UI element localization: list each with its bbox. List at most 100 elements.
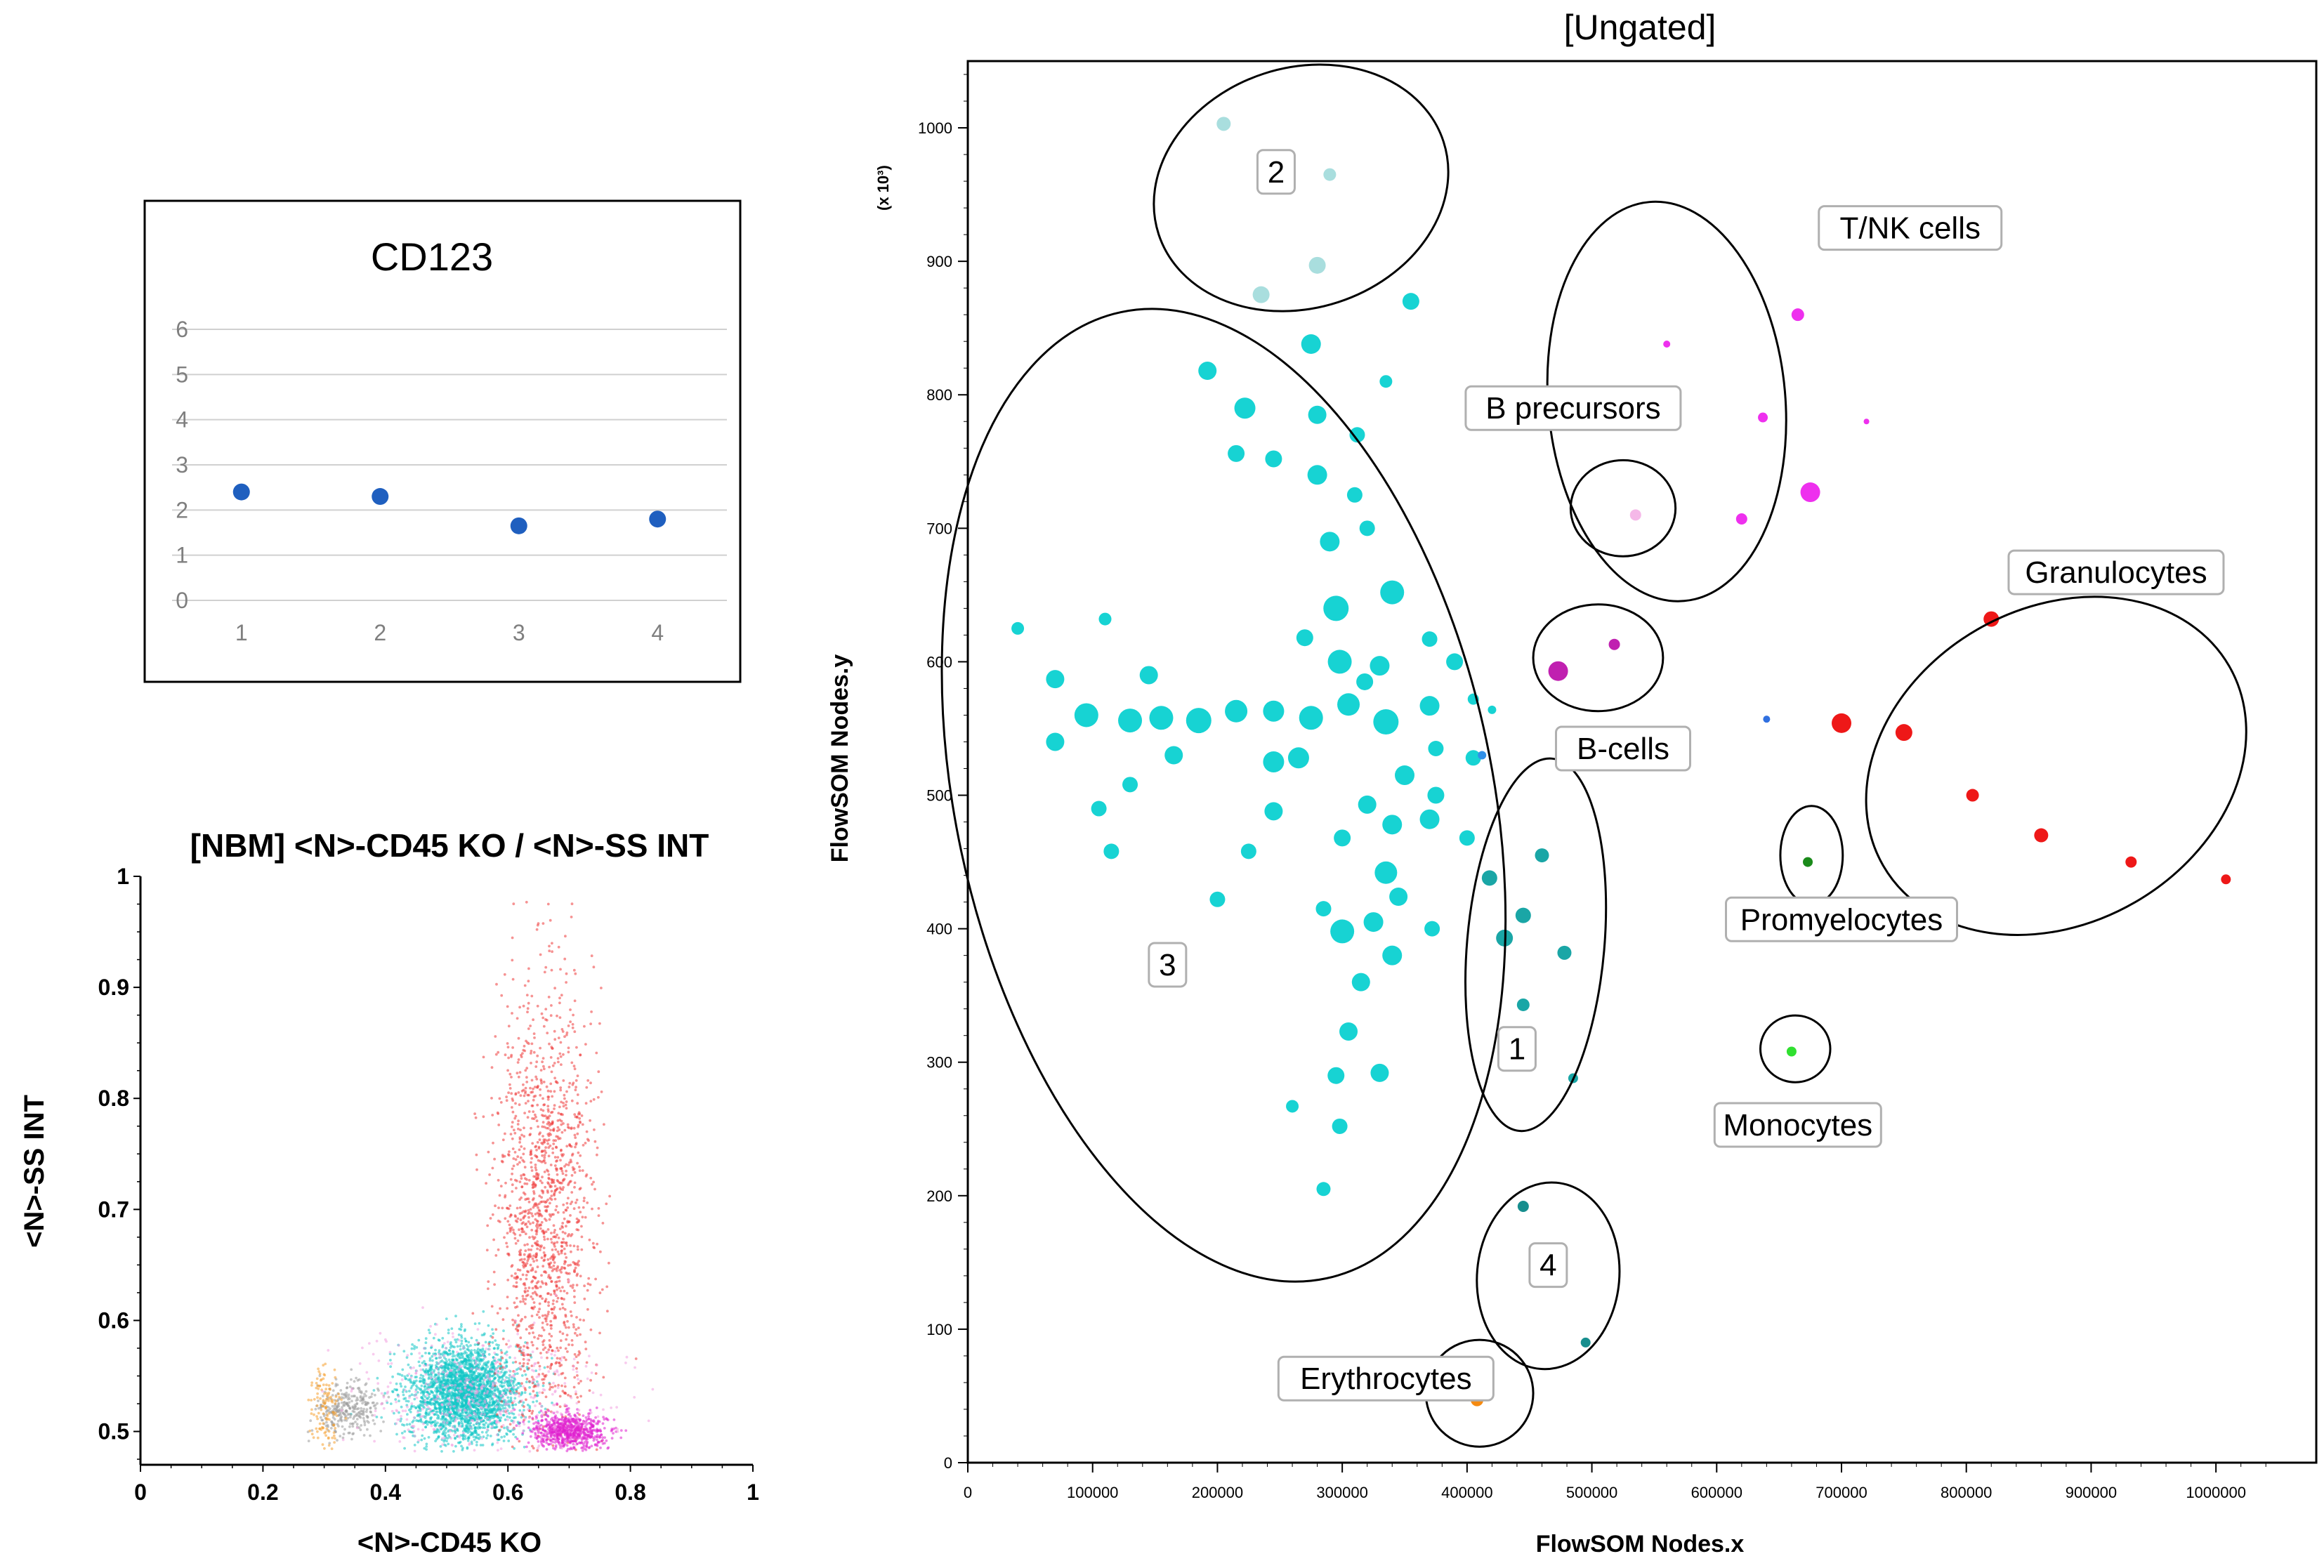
- cd45-event-dot: [534, 1177, 538, 1180]
- cd45-event-dot: [525, 1262, 529, 1265]
- cd45-event-dot: [556, 1276, 560, 1279]
- cd45-event-dot: [569, 1008, 572, 1011]
- cd45-event-dot: [481, 1426, 485, 1429]
- cd45-event-dot: [337, 1419, 340, 1423]
- cd45-event-dot: [414, 1406, 418, 1410]
- cd45-event-dot: [506, 1245, 509, 1249]
- cd45-event-dot: [444, 1364, 447, 1368]
- cd45-event-dot: [541, 1434, 544, 1437]
- cd45-event-dot: [363, 1392, 366, 1396]
- cd45-event-dot: [439, 1445, 442, 1448]
- cd45-event-dot: [556, 1187, 559, 1190]
- cd45-event-dot: [561, 1416, 564, 1419]
- cd45-event-dot: [514, 1435, 518, 1439]
- cd45-event-dot: [595, 1448, 598, 1451]
- cd45-event-dot: [512, 1231, 516, 1234]
- cd45-event-dot: [507, 1153, 510, 1156]
- cd45-event-dot: [564, 1208, 567, 1211]
- cd45-event-dot: [485, 1249, 489, 1252]
- cd45-event-dot: [499, 1307, 501, 1310]
- cd45-event-dot: [573, 1133, 577, 1137]
- cd45-event-dot: [435, 1391, 438, 1394]
- cd45-event-dot: [413, 1444, 416, 1447]
- cd45-event-dot: [309, 1419, 313, 1423]
- cd45-event-dot: [551, 1128, 555, 1132]
- cd45-event-dot: [490, 1397, 494, 1400]
- cd45-event-dot: [471, 1376, 475, 1380]
- cd45-event-dot: [451, 1419, 454, 1423]
- cd45-event-dot: [434, 1439, 437, 1443]
- cd45-event-dot: [558, 1418, 561, 1421]
- cd45-event-dot: [586, 1079, 590, 1082]
- cd45-event-dot: [563, 957, 567, 961]
- cd45-event-dot: [536, 1103, 539, 1107]
- cd45-event-dot: [450, 1361, 454, 1364]
- cd45-event-dot: [576, 1272, 579, 1276]
- cd45-event-dot: [522, 1261, 525, 1264]
- cd45-event-dot: [544, 1114, 547, 1118]
- cd45-event-dot: [519, 1300, 522, 1303]
- cd45-event-dot: [563, 1289, 566, 1293]
- cd45-event-dot: [549, 1215, 552, 1218]
- cd45-event-dot: [404, 1397, 407, 1400]
- cd45-event-dot: [310, 1429, 314, 1432]
- cd45-event-dot: [573, 1113, 577, 1116]
- cd45-event-dot: [533, 1428, 537, 1431]
- cd45-event-dot: [544, 1219, 548, 1222]
- cd45-event-dot: [350, 1368, 353, 1371]
- cd45-event-dot: [547, 1300, 550, 1304]
- cd45-event-dot: [514, 1215, 517, 1218]
- cd45-event-dot: [452, 1413, 455, 1416]
- cd45-event-dot: [506, 1296, 509, 1298]
- cd45-event-dot: [542, 1270, 546, 1274]
- cd45-event-dot: [534, 1166, 537, 1169]
- cd45-event-dot: [517, 1091, 520, 1094]
- cd45-event-dot: [550, 968, 553, 972]
- cd45-event-dot: [556, 1180, 560, 1183]
- cd45-event-dot: [515, 1424, 518, 1428]
- cd45-event-dot: [577, 1206, 581, 1209]
- cd45-event-dot: [444, 1423, 447, 1426]
- cd45-event-dot: [520, 1222, 524, 1225]
- cd45-event-dot: [565, 1291, 569, 1295]
- cd45-event-dot: [578, 1116, 582, 1120]
- cd45-event-dot: [425, 1448, 428, 1451]
- cd45-event-dot: [544, 1319, 548, 1323]
- cd45-event-dot: [409, 1430, 412, 1434]
- cd45-event-dot: [567, 1126, 571, 1130]
- cd45-event-dot: [535, 1391, 539, 1395]
- cd45-event-dot: [546, 1032, 549, 1034]
- cd45-event-dot: [518, 1250, 521, 1253]
- cd45-event-dot: [576, 1411, 579, 1415]
- cd45-event-dot: [536, 1244, 539, 1247]
- cd45-ss-chart: [NBM] <N>-CD45 KO / <N>-SS INT 0.50.60.7…: [19, 827, 759, 1558]
- cd45-event-dot: [468, 1407, 471, 1411]
- cd45-event-dot: [561, 1222, 565, 1225]
- cd45-event-dot: [405, 1399, 408, 1402]
- cd45-event-dot: [415, 1346, 419, 1349]
- cd45-event-dot: [510, 1076, 513, 1079]
- cd45-event-dot: [530, 994, 534, 998]
- cd45-event-dot: [510, 1092, 513, 1095]
- cd45-event-dot: [466, 1391, 469, 1394]
- cd45-event-dot: [428, 1395, 431, 1399]
- cd45-event-dot: [537, 1147, 541, 1150]
- cd45-event-dot: [511, 1190, 514, 1193]
- cd45-event-dot: [572, 1289, 576, 1293]
- cd45-event-dot: [551, 1357, 553, 1360]
- cd45-event-dot: [419, 1388, 422, 1391]
- cd45-event-dot: [463, 1357, 466, 1360]
- cd45-event-dot: [573, 1181, 577, 1185]
- cd45-event-dot: [540, 1012, 544, 1015]
- cd45-event-dot: [412, 1383, 415, 1386]
- cd45-event-dot: [449, 1352, 452, 1355]
- cd45-event-dot: [572, 1442, 575, 1446]
- cd45-event-dot: [511, 1172, 513, 1175]
- cd45-event-dot: [447, 1434, 450, 1437]
- cd45-event-dot: [514, 1403, 518, 1406]
- cd45-event-dot: [553, 1189, 557, 1192]
- cd45-event-dot: [541, 1175, 544, 1179]
- cd45-event-dot: [478, 1322, 481, 1325]
- cd45-event-dot: [485, 1182, 487, 1185]
- cd45-event-dot: [360, 1424, 363, 1427]
